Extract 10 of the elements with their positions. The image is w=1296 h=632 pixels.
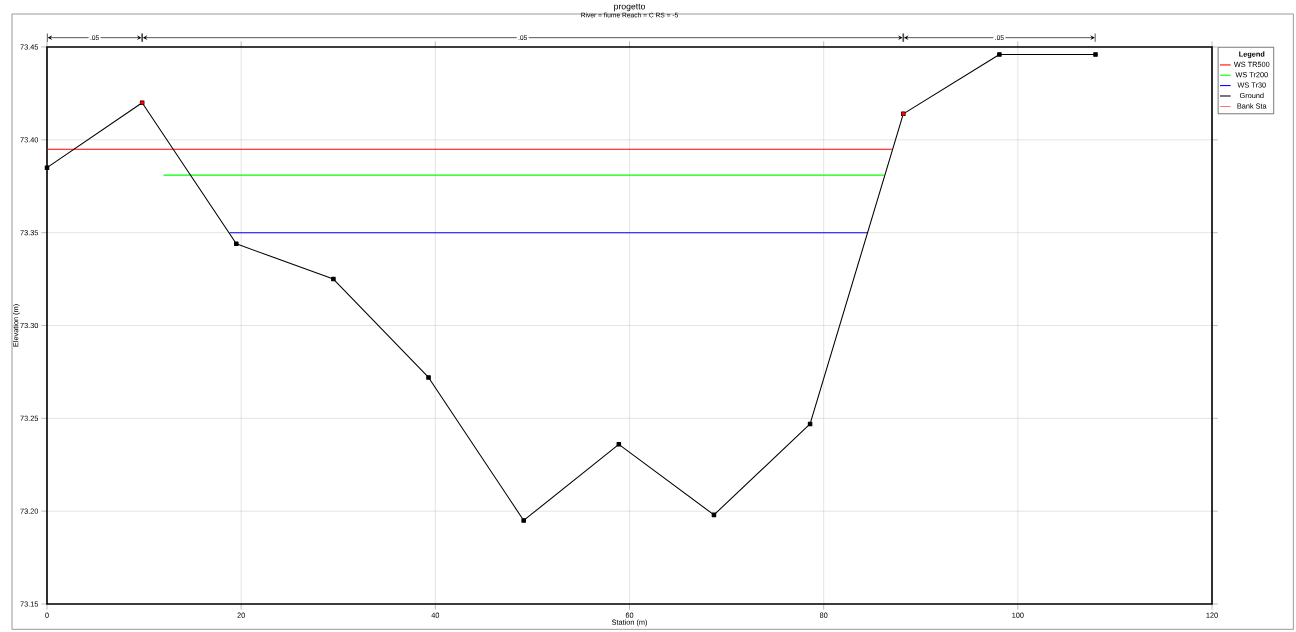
point xyxy=(44,165,50,170)
point xyxy=(331,276,336,282)
point xyxy=(426,375,431,380)
point xyxy=(711,512,717,518)
chart-title: progetto xyxy=(614,3,646,12)
point xyxy=(997,52,1002,57)
point xyxy=(1093,52,1098,57)
point xyxy=(521,518,526,523)
point xyxy=(234,241,239,247)
point xyxy=(616,442,622,447)
